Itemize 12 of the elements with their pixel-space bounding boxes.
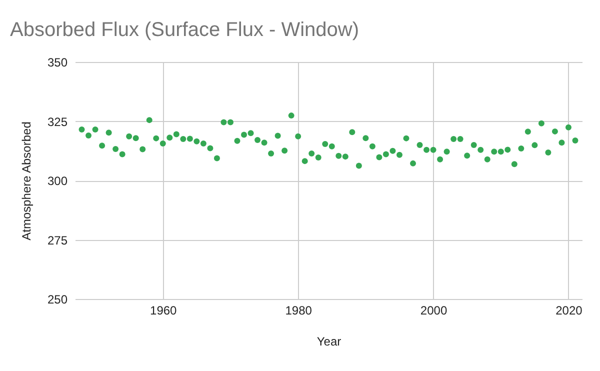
x-tick-label: 2020 bbox=[556, 304, 583, 318]
y-tick-label: 325 bbox=[47, 114, 68, 129]
chart-title: Absorbed Flux (Surface Flux - Window) bbox=[10, 19, 360, 41]
y-tick-label: 250 bbox=[47, 292, 68, 306]
y-axis-title: Atmosphere Absorbed bbox=[19, 122, 34, 240]
x-axis-title: Year bbox=[316, 334, 342, 348]
x-tick-label: 1960 bbox=[150, 304, 178, 318]
y-tick-label: 350 bbox=[47, 56, 68, 70]
y-tick-label: 275 bbox=[47, 233, 68, 248]
x-tick-label: 1980 bbox=[285, 304, 312, 318]
y-tick-label: 300 bbox=[47, 174, 68, 188]
x-tick-label: 2000 bbox=[420, 304, 448, 318]
